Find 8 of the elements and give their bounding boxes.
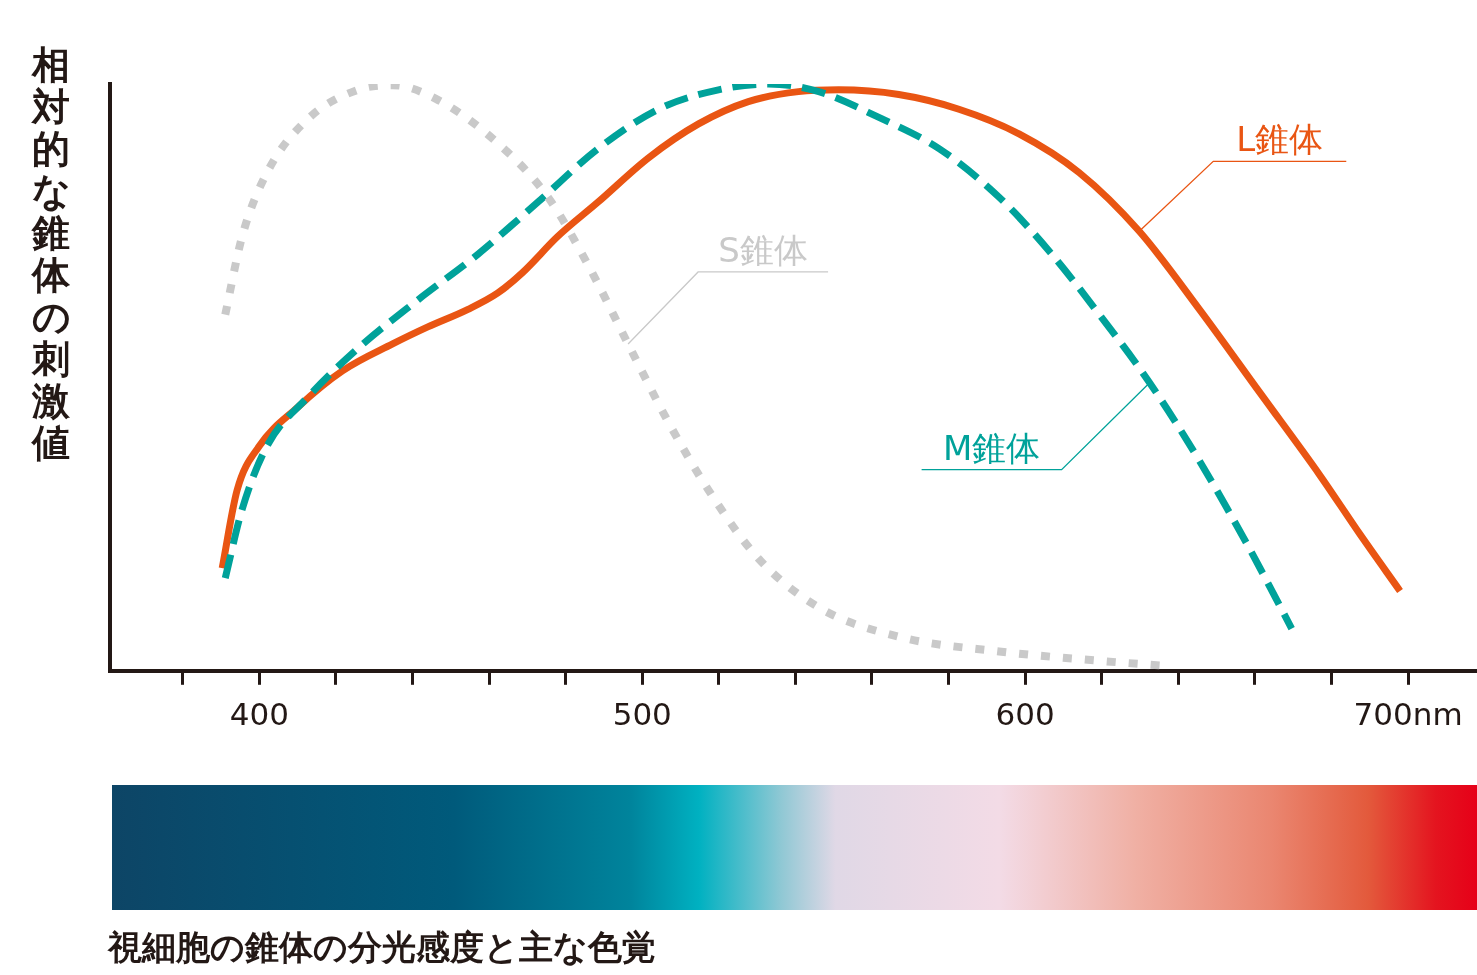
x-tick-label: 600	[995, 696, 1055, 733]
text: M錐体	[942, 427, 1041, 468]
x-tick-label: 500	[612, 696, 672, 733]
x-tick-label: 700nm	[1353, 696, 1463, 733]
text: 視細胞の錐体の分光感度と主な色覚	[108, 926, 656, 969]
x-tick-label: 400	[229, 696, 289, 733]
text: 相対的な錐体の刺激値	[31, 43, 71, 465]
text: L錐体	[1236, 119, 1324, 160]
